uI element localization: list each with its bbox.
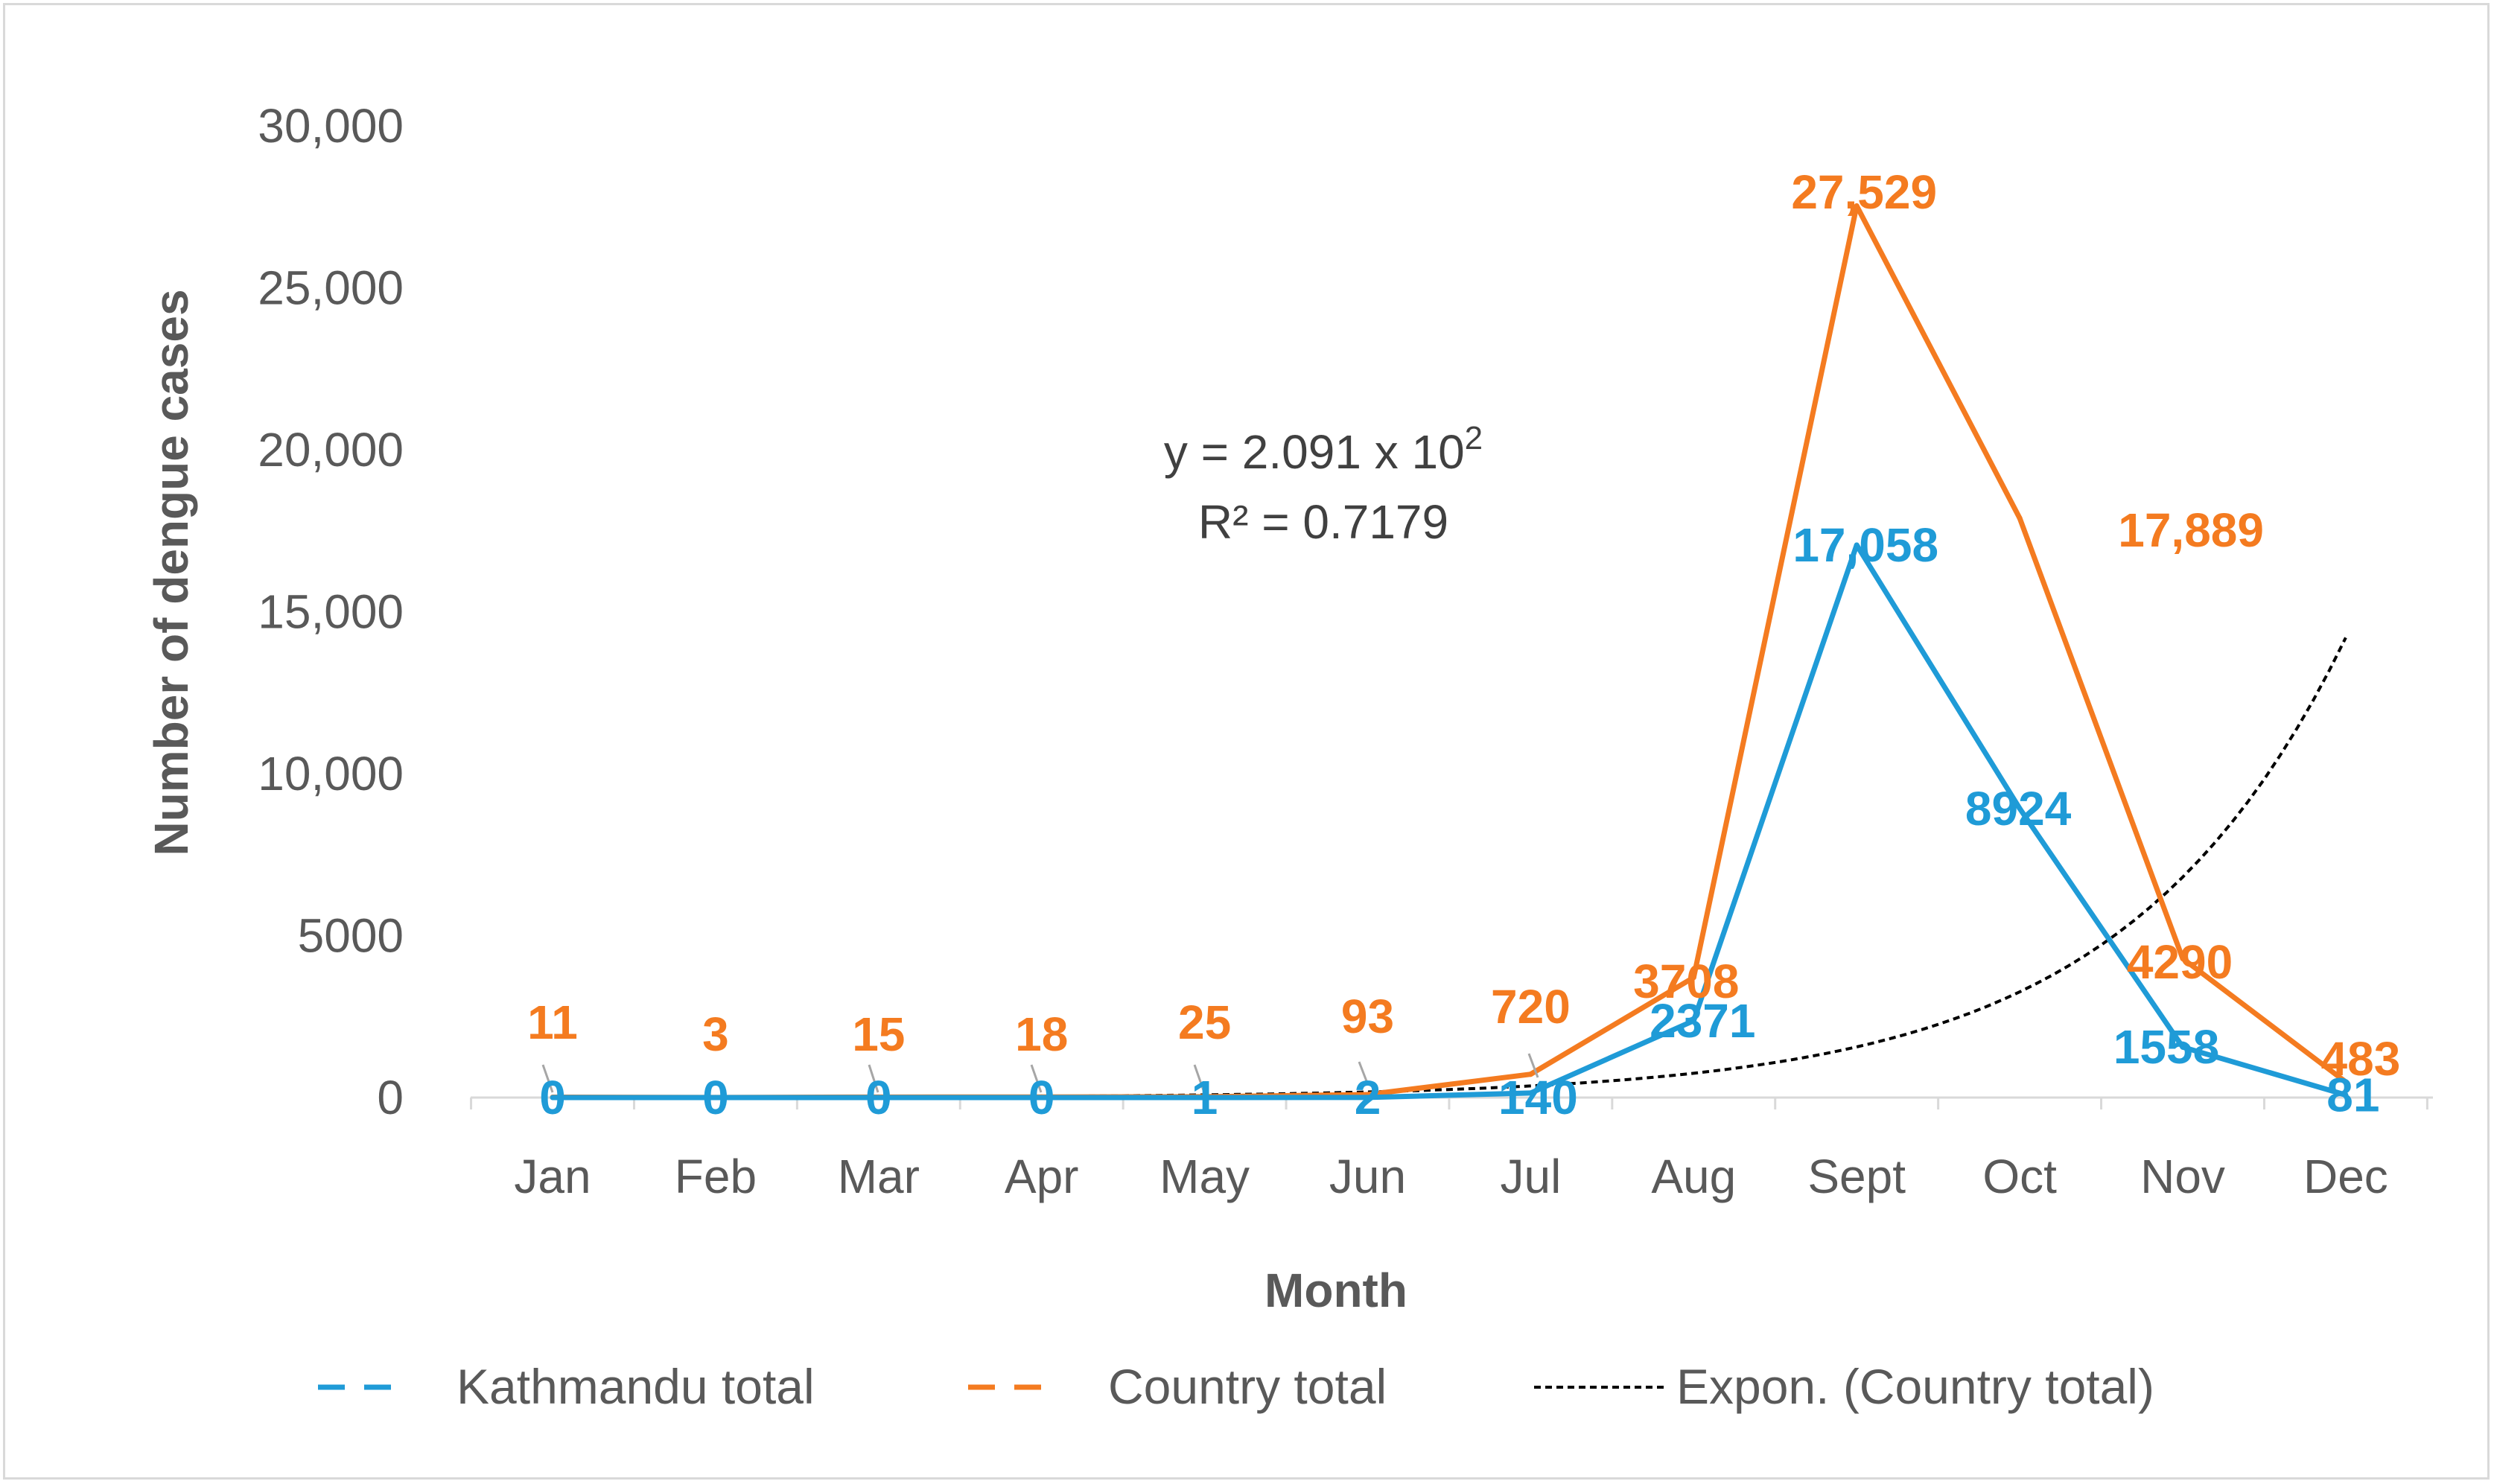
legend-item-country: Country total xyxy=(968,1359,1387,1414)
label-leader-line xyxy=(1358,1061,1370,1086)
country-data-label: 17,889 xyxy=(2118,503,2264,557)
country-data-label: 15 xyxy=(852,1007,905,1061)
kathmandu-line-segment xyxy=(1365,1090,1533,1101)
legend-label-expon: Expon. (Country total) xyxy=(1676,1359,2154,1414)
trendline-expon xyxy=(553,637,2347,1099)
kathmandu-data-label: 8924 xyxy=(1965,782,2072,835)
label-leader-line xyxy=(1193,1064,1206,1093)
country-data-label: 720 xyxy=(1491,980,1571,1034)
kathmandu-data-label: 0 xyxy=(865,1071,892,1124)
x-tick-label: Sept xyxy=(1807,1150,1906,1203)
legend-label-kathmandu: Kathmandu total xyxy=(457,1359,815,1414)
kathmandu-data-label: 2 xyxy=(1355,1071,1381,1124)
equation-text: y = 2.091 x 10 xyxy=(1164,425,1465,479)
y-tick-label: 25,000 xyxy=(258,261,404,315)
dengue-chart: 0 5000 10,000 15,000 20,000 25,000 30,000 Jan F… xyxy=(144,99,2433,1414)
kathmandu-line-segment xyxy=(1690,542,1860,1024)
kathmandu-line-segment xyxy=(2017,806,2186,1050)
label-leader-line xyxy=(541,1064,554,1093)
country-data-label: 3 xyxy=(702,1007,729,1061)
country-data-label: 25 xyxy=(1178,996,1231,1049)
country-data-label: 483 xyxy=(2321,1032,2401,1086)
kathmandu-data-label: 17,058 xyxy=(1792,518,1938,572)
x-axis: Jan Feb Mar Apr May Jun Jul Aug Sept Oct Nov Dec xyxy=(470,1098,2428,1203)
x-tick-label: Jun xyxy=(1329,1150,1406,1203)
trendline-equation: y = 2.091 x 102 xyxy=(1164,420,1483,479)
x-tick-label: Feb xyxy=(675,1150,757,1203)
y-tick-label: 5000 xyxy=(298,909,404,963)
country-line-segment xyxy=(2180,955,2349,1085)
kathmandu-line-segment xyxy=(1527,1018,1696,1096)
x-tick-label: Dec xyxy=(2303,1150,2388,1203)
y-axis: 0 5000 10,000 15,000 20,000 25,000 30,000 xyxy=(258,99,404,1124)
legend-item-expon: Expon. (Country total) xyxy=(1534,1359,2154,1414)
x-tick-label: Oct xyxy=(1982,1150,2057,1203)
country-line-segment xyxy=(1527,975,1696,1077)
country-data-label: 93 xyxy=(1341,990,1394,1043)
country-data-label: 18 xyxy=(1015,1007,1068,1061)
y-tick-label: 15,000 xyxy=(258,585,404,639)
label-leader-line xyxy=(1527,1053,1539,1078)
kathmandu-line-segment xyxy=(2180,1044,2349,1098)
country-data-label: 3708 xyxy=(1633,955,1739,1008)
y-axis-title: Number of dengue cases xyxy=(144,289,198,856)
x-tick-label: Mar xyxy=(838,1150,920,1203)
country-line-segment xyxy=(1690,203,1860,981)
y-tick-label: 20,000 xyxy=(258,423,404,477)
country-data-label: 4290 xyxy=(2127,935,2233,989)
kathmandu-data-label: 81 xyxy=(2326,1068,2379,1121)
country-line-segment xyxy=(1365,1071,1533,1098)
data-label-layer: 11 3 15 18 25 93 720 3708 27,529 17,889 4290 483 0 0 0… xyxy=(527,165,2400,1124)
x-tick-label: Aug xyxy=(1651,1150,1736,1203)
country-data-label: 27,529 xyxy=(1791,165,1937,219)
kathmandu-data-label: 1 xyxy=(1192,1071,1218,1124)
x-tick-label: Jan xyxy=(514,1150,591,1203)
y-tick-label: 0 xyxy=(377,1071,404,1124)
x-tick-label: Jul xyxy=(1500,1150,1561,1203)
trendline-layer xyxy=(553,637,2347,1099)
country-line-segment xyxy=(1854,203,2023,521)
kathmandu-data-label: 140 xyxy=(1498,1071,1578,1124)
y-tick-label: 10,000 xyxy=(258,747,404,800)
x-tick-label: Apr xyxy=(1005,1150,1079,1203)
kathmandu-data-label: 0 xyxy=(702,1071,729,1124)
r-squared-text: R² = 0.7179 xyxy=(1198,495,1448,549)
equation-exponent: 2 xyxy=(1465,420,1483,456)
kathmandu-data-label: 2371 xyxy=(1650,994,1755,1048)
kathmandu-line-segment xyxy=(1854,542,2023,812)
country-data-label: 11 xyxy=(527,996,578,1049)
legend-label-country: Country total xyxy=(1108,1359,1387,1414)
kathmandu-data-label: 0 xyxy=(1028,1071,1055,1124)
legend-item-kathmandu: Kathmandu total xyxy=(318,1359,815,1414)
kathmandu-data-label: 1558 xyxy=(2113,1020,2219,1074)
country-line-segment xyxy=(2017,515,2186,961)
legend: Kathmandu total Country total Expon. (Co… xyxy=(318,1359,2154,1414)
label-leader-line xyxy=(868,1064,879,1093)
x-tick-label: May xyxy=(1159,1150,1250,1203)
x-tick-label: Nov xyxy=(2140,1150,2225,1203)
series-layer xyxy=(550,203,2349,1101)
y-tick-label: 30,000 xyxy=(258,99,404,153)
kathmandu-data-label: 0 xyxy=(539,1071,566,1124)
chart-frame: 0 5000 10,000 15,000 20,000 25,000 30,000 Jan F… xyxy=(3,3,2490,1480)
x-axis-title: Month xyxy=(1265,1264,1407,1317)
label-leader-line xyxy=(1030,1064,1043,1093)
